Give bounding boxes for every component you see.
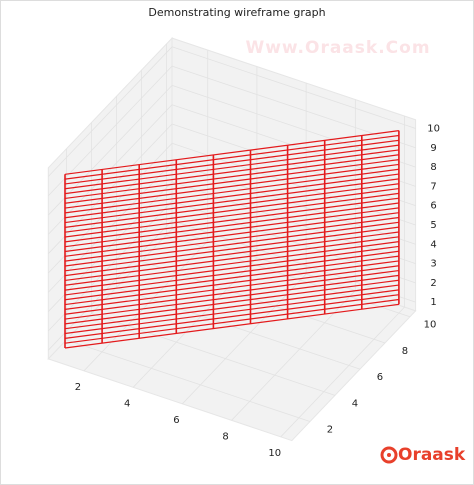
x-tick-label: 8 [222,431,228,442]
wire-row [64,183,399,228]
wire-row [64,197,399,243]
logo-icon [380,446,398,464]
grid-line [171,46,416,129]
wire-row [64,154,399,200]
z-tick-label: 9 [430,143,436,154]
z-tick-label: 3 [430,259,436,270]
grid-line [66,339,311,422]
wire-row [64,149,399,195]
z-tick-label: 1 [430,297,436,308]
z-tick-label: 5 [430,220,436,231]
wire-row [64,134,399,180]
z-tick-label: 8 [430,162,436,173]
grid-line [91,313,336,396]
watermark: Www.Oraask.Com [245,38,430,58]
wire-row [64,303,399,349]
grid-line [116,287,361,370]
wire-row [64,192,399,238]
wire-row [64,212,399,257]
wire-row [64,216,399,262]
wire-row [64,144,399,190]
wire-row [64,168,399,214]
wire-row [64,289,399,335]
grid-line [132,257,258,388]
wire-row [64,159,399,204]
grid-line [48,46,173,177]
chart-title: Demonstrating wireframe graph [148,6,325,19]
x-tick-label: 4 [124,398,130,409]
x-tick-label: 6 [173,415,179,426]
y-tick-label: 6 [377,372,383,383]
wire-row [64,163,399,209]
wire-row [64,130,399,175]
wire-row [64,187,399,233]
wire-row [64,226,399,272]
grid-line [280,306,405,438]
wire-row [64,250,399,296]
wire-row [64,202,399,248]
wire-row [64,265,399,310]
wire-row [64,294,399,339]
z-tick-label: 6 [430,201,436,212]
x-tick-label: 2 [75,382,81,393]
wire-row [64,279,399,325]
z-tick-label: 2 [430,278,436,289]
wire-row [64,173,399,219]
z-tick-label: 4 [430,239,436,250]
y-tick-label: 10 [424,320,437,331]
y-tick-label: 4 [352,398,358,409]
wire-row [64,298,399,344]
wire-row [64,207,399,253]
grid-line [182,273,307,405]
wire-row [64,260,399,306]
wire-row [64,139,399,185]
y-tick-label: 2 [327,425,333,436]
wire-row [64,221,399,267]
x-tick-label: 10 [268,448,281,459]
z-tick-label: 7 [430,181,436,192]
wire-row [64,236,399,282]
z-tick-label: 10 [427,123,440,134]
wire-row [64,274,399,320]
wire-row [64,255,399,301]
wire-row [64,245,399,291]
wire-row [64,178,399,224]
wire-row [64,241,399,286]
grid-line [83,240,209,372]
wire-row [64,284,399,330]
logo: Oraask [398,445,466,465]
wire-row [64,269,399,315]
y-tick-label: 8 [402,346,408,357]
wire-row [64,231,399,277]
